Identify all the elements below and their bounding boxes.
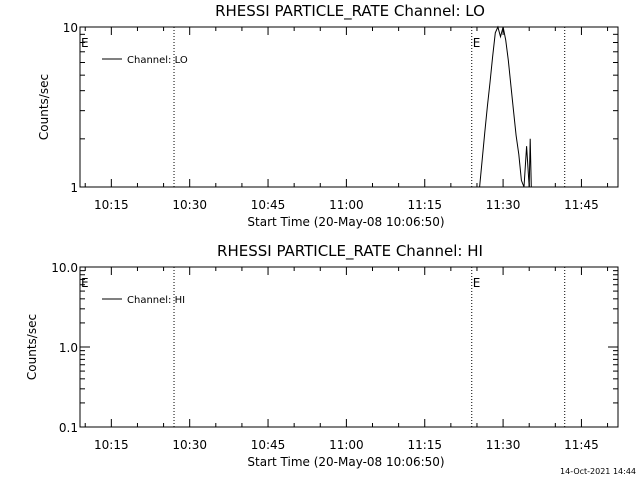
- lo-x-tick-label: 10:30: [172, 198, 207, 212]
- lo-series-line-0: [471, 25, 532, 188]
- hi-x-tick-label: 11:15: [407, 438, 442, 452]
- hi-x-tick-label: 10:15: [94, 438, 129, 452]
- hi-x-axis-label: Start Time (20-May-08 10:06:50): [247, 455, 444, 469]
- lo-x-tick-label: 11:15: [407, 198, 442, 212]
- lo-x-tick-label: 10:45: [251, 198, 286, 212]
- lo-x-tick-label: 10:15: [94, 198, 129, 212]
- hi-channel-panel: RHESSI PARTICLE_RATE Channel: HI Counts/…: [25, 242, 619, 469]
- lo-x-tick-label: 11:45: [564, 198, 599, 212]
- lo-y-tick-label: 1: [70, 181, 78, 195]
- lo-x-tick-label: 11:30: [486, 198, 521, 212]
- lo-y-tick-label: 10: [63, 21, 78, 35]
- hi-legend: Channel: HI: [102, 295, 185, 306]
- hi-event-marker: E: [81, 276, 89, 290]
- hi-event-marker: E: [473, 276, 481, 290]
- lo-channel-panel: RHESSI PARTICLE_RATE Channel: LO Counts/…: [37, 2, 619, 229]
- hi-y-tick-label: 0.1: [59, 421, 78, 435]
- lo-legend: Channel: LO: [102, 55, 188, 66]
- lo-legend-label: Channel: LO: [127, 55, 188, 66]
- hi-y-tick-label: 10.0: [51, 261, 78, 275]
- hi-x-tick-label: 11:30: [486, 438, 521, 452]
- lo-panel-title: RHESSI PARTICLE_RATE Channel: LO: [215, 2, 485, 21]
- lo-x-tick-label: 11:00: [329, 198, 364, 212]
- hi-y-axis-label: Counts/sec: [25, 314, 39, 380]
- lo-plot-frame: [79, 26, 619, 188]
- hi-x-tick-label: 11:45: [564, 438, 599, 452]
- hi-x-tick-label: 10:45: [251, 438, 286, 452]
- hi-y-tick-label: 1.0: [59, 341, 78, 355]
- lo-x-axis-label: Start Time (20-May-08 10:06:50): [247, 215, 444, 229]
- lo-series-line-1: [528, 138, 532, 188]
- hi-legend-label: Channel: HI: [127, 295, 185, 306]
- lo-y-axis-label: Counts/sec: [37, 74, 51, 140]
- hi-plot-frame: [79, 266, 619, 428]
- hi-x-tick-label: 10:30: [172, 438, 207, 452]
- generation-timestamp: 14-Oct-2021 14:44: [560, 467, 636, 476]
- hi-panel-title: RHESSI PARTICLE_RATE Channel: HI: [217, 242, 483, 261]
- hi-x-tick-label: 11:00: [329, 438, 364, 452]
- lo-event-marker: E: [473, 36, 481, 50]
